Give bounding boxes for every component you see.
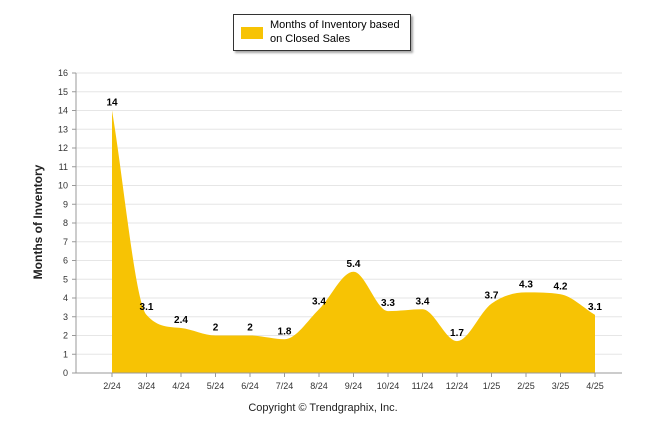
data-label: 1.7 xyxy=(450,328,464,339)
x-tick-label: 2/25 xyxy=(517,381,535,391)
data-label: 3.3 xyxy=(381,298,395,309)
x-tick-label: 9/24 xyxy=(345,381,363,391)
data-label: 14 xyxy=(106,98,118,109)
y-tick-label: 16 xyxy=(58,68,68,78)
x-tick-label: 8/24 xyxy=(310,381,328,391)
y-tick-label: 0 xyxy=(63,368,68,378)
x-tick-label: 5/24 xyxy=(207,381,225,391)
x-tick-labels: 2/24 3/24 4/24 5/24 6/24 7/24 8/24 9/24 10/24 11/… xyxy=(103,373,604,391)
x-tick-label: 3/24 xyxy=(138,381,156,391)
legend: Months of Inventory based on Closed Sale… xyxy=(233,14,411,51)
data-label: 2 xyxy=(213,323,219,334)
y-tick-label: 5 xyxy=(63,274,68,284)
area-series xyxy=(112,110,595,373)
data-label: 2.4 xyxy=(174,315,188,326)
x-tick-label: 4/24 xyxy=(172,381,190,391)
x-tick-label: 12/24 xyxy=(446,381,469,391)
y-tick-label: 10 xyxy=(58,181,68,191)
x-tick-label: 6/24 xyxy=(241,381,259,391)
x-tick-label: 1/25 xyxy=(483,381,501,391)
data-label: 3.1 xyxy=(140,302,154,313)
data-label: 3.4 xyxy=(416,296,430,307)
data-label: 4.3 xyxy=(519,279,533,290)
legend-label: Months of Inventory based on Closed Sale… xyxy=(270,19,400,45)
y-tick-label: 12 xyxy=(58,143,68,153)
data-label: 5.4 xyxy=(347,259,361,270)
x-tick-label: 4/25 xyxy=(586,381,604,391)
y-tick-label: 1 xyxy=(63,349,68,359)
y-tick-label: 11 xyxy=(59,162,68,172)
data-label: 3.1 xyxy=(588,302,602,313)
y-tick-label: 9 xyxy=(63,199,68,209)
x-tick-label: 7/24 xyxy=(276,381,294,391)
y-tick-label: 7 xyxy=(63,237,68,247)
y-tick-label: 8 xyxy=(63,218,68,228)
y-tick-label: 13 xyxy=(58,124,68,134)
data-label: 3.7 xyxy=(485,291,499,302)
x-tick-label: 2/24 xyxy=(103,381,121,391)
legend-swatch xyxy=(241,27,263,39)
copyright-text: Copyright © Trendgraphix, Inc. xyxy=(248,402,398,414)
y-axis-title: Months of Inventory xyxy=(31,164,45,280)
y-tick-label: 15 xyxy=(58,87,68,97)
data-labels: 14 3.1 2.4 2 2 1.8 3.4 5.4 3.3 3.4 1.7 3.7 4.3 4.2 3.1 xyxy=(106,98,602,340)
y-tick-label: 6 xyxy=(63,256,68,266)
y-tick-label: 3 xyxy=(63,312,68,322)
data-label: 3.4 xyxy=(312,296,326,307)
data-label: 1.8 xyxy=(278,326,292,337)
y-tick-label: 14 xyxy=(58,106,68,116)
x-tick-label: 3/25 xyxy=(552,381,570,391)
data-label: 2 xyxy=(247,323,253,334)
area-fill xyxy=(112,110,595,373)
y-tick-label: 4 xyxy=(63,293,68,303)
x-tick-label: 11/24 xyxy=(412,381,434,391)
y-tick-label: 2 xyxy=(63,331,68,341)
x-tick-label: 10/24 xyxy=(377,381,400,391)
data-label: 4.2 xyxy=(554,281,568,292)
